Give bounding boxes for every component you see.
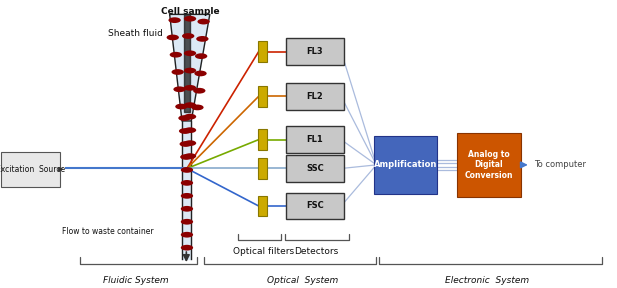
Circle shape	[184, 153, 196, 159]
Circle shape	[167, 35, 179, 40]
Text: FSC: FSC	[306, 201, 324, 211]
Circle shape	[184, 140, 196, 146]
Text: FL3: FL3	[307, 47, 323, 56]
Circle shape	[173, 86, 186, 92]
FancyBboxPatch shape	[374, 136, 437, 194]
FancyBboxPatch shape	[286, 83, 344, 110]
Circle shape	[181, 167, 193, 173]
Circle shape	[172, 69, 184, 75]
Circle shape	[181, 206, 193, 212]
Circle shape	[180, 141, 192, 147]
Circle shape	[168, 17, 181, 23]
Text: Sheath fluid: Sheath fluid	[108, 29, 163, 38]
Circle shape	[184, 50, 196, 56]
Circle shape	[170, 52, 182, 58]
Circle shape	[184, 68, 196, 73]
Circle shape	[194, 71, 207, 76]
FancyBboxPatch shape	[258, 196, 267, 216]
Circle shape	[195, 53, 207, 59]
FancyBboxPatch shape	[258, 129, 267, 150]
Text: Optical  System: Optical System	[267, 276, 338, 285]
Circle shape	[181, 219, 193, 225]
Text: SSC: SSC	[306, 164, 324, 173]
Circle shape	[184, 85, 196, 91]
FancyBboxPatch shape	[258, 158, 267, 179]
FancyBboxPatch shape	[286, 126, 344, 153]
FancyBboxPatch shape	[286, 39, 344, 65]
Text: Excitation  Source: Excitation Source	[0, 165, 65, 174]
FancyBboxPatch shape	[1, 152, 60, 187]
Polygon shape	[170, 14, 210, 121]
Text: To computer: To computer	[534, 160, 586, 169]
Text: Optical filters: Optical filters	[233, 247, 294, 257]
Circle shape	[178, 115, 191, 121]
Text: Electronic  System: Electronic System	[445, 276, 529, 285]
Circle shape	[181, 193, 193, 199]
Text: FL2: FL2	[307, 92, 323, 101]
Text: FL1: FL1	[307, 135, 323, 144]
FancyBboxPatch shape	[286, 193, 344, 219]
Text: Detectors: Detectors	[294, 247, 339, 257]
Text: Amplification: Amplification	[374, 160, 437, 169]
Circle shape	[184, 114, 196, 120]
Polygon shape	[184, 14, 190, 112]
Circle shape	[184, 16, 196, 22]
Circle shape	[193, 88, 205, 94]
Circle shape	[182, 33, 194, 39]
Circle shape	[179, 128, 191, 134]
Circle shape	[191, 105, 204, 110]
Text: Cell sample: Cell sample	[160, 7, 220, 16]
Text: Analog to
Digital
Conversion: Analog to Digital Conversion	[465, 150, 513, 180]
Text: Fluidic System: Fluidic System	[103, 276, 168, 285]
FancyBboxPatch shape	[457, 133, 521, 197]
Text: Flow to waste container: Flow to waste container	[62, 227, 154, 236]
Circle shape	[184, 102, 196, 108]
Circle shape	[181, 232, 193, 238]
Polygon shape	[182, 121, 191, 259]
Circle shape	[197, 19, 210, 24]
FancyBboxPatch shape	[258, 41, 267, 62]
Circle shape	[184, 127, 196, 133]
Circle shape	[181, 180, 193, 186]
FancyBboxPatch shape	[286, 155, 344, 182]
Circle shape	[175, 104, 188, 109]
Circle shape	[196, 36, 209, 42]
Circle shape	[180, 154, 193, 160]
FancyBboxPatch shape	[258, 86, 267, 107]
Circle shape	[181, 245, 193, 251]
